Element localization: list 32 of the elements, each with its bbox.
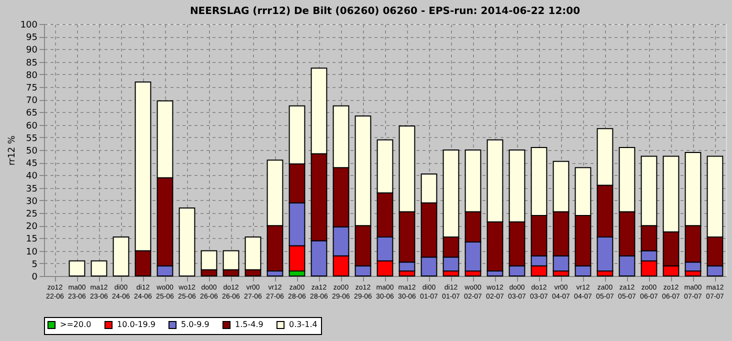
bar <box>112 236 130 276</box>
legend-label: >=20.0 <box>60 320 92 329</box>
y-tick-label: 40 <box>26 172 38 182</box>
y-tick-label: 65 <box>26 108 38 119</box>
y-tick-label: 80 <box>26 70 38 81</box>
legend-label: 10.0-19.9 <box>117 320 156 329</box>
y-tick-label: 100 <box>20 20 38 30</box>
legend-label: 5.0-9.9 <box>181 320 210 329</box>
y-tick-label: 50 <box>26 146 38 156</box>
legend-label: 0.3-1.4 <box>289 320 318 329</box>
y-axis-title: rr12 % <box>7 135 18 166</box>
y-tick-label: 30 <box>26 196 38 207</box>
bar <box>68 260 86 276</box>
y-tick-label: 90 <box>26 46 38 56</box>
y-tick-label: 70 <box>26 96 38 106</box>
y-tick-label: 95 <box>26 33 38 44</box>
bar <box>90 260 108 276</box>
y-tick-label: 85 <box>26 58 38 68</box>
bar <box>178 207 196 276</box>
y-tick-label: 20 <box>26 222 38 232</box>
y-tick-label: 0 <box>32 272 38 282</box>
y-tick-label: 15 <box>26 234 38 245</box>
chart-title: NEERSLAG (rrr12) De Bilt (06260) 06260 - EPS-run: 2014-06-22 12:00 <box>190 6 580 17</box>
y-tick-label: 25 <box>26 210 38 220</box>
y-tick-label: 5 <box>32 260 38 270</box>
y-tick-label: 35 <box>26 184 38 194</box>
y-tick-label: 45 <box>26 159 38 170</box>
y-tick-label: 60 <box>26 121 38 132</box>
legend-label: 1.5-4.9 <box>235 320 264 329</box>
y-tick-label: 10 <box>26 247 38 258</box>
y-tick-label: 75 <box>26 84 38 94</box>
y-tick-label: 55 <box>26 134 38 144</box>
